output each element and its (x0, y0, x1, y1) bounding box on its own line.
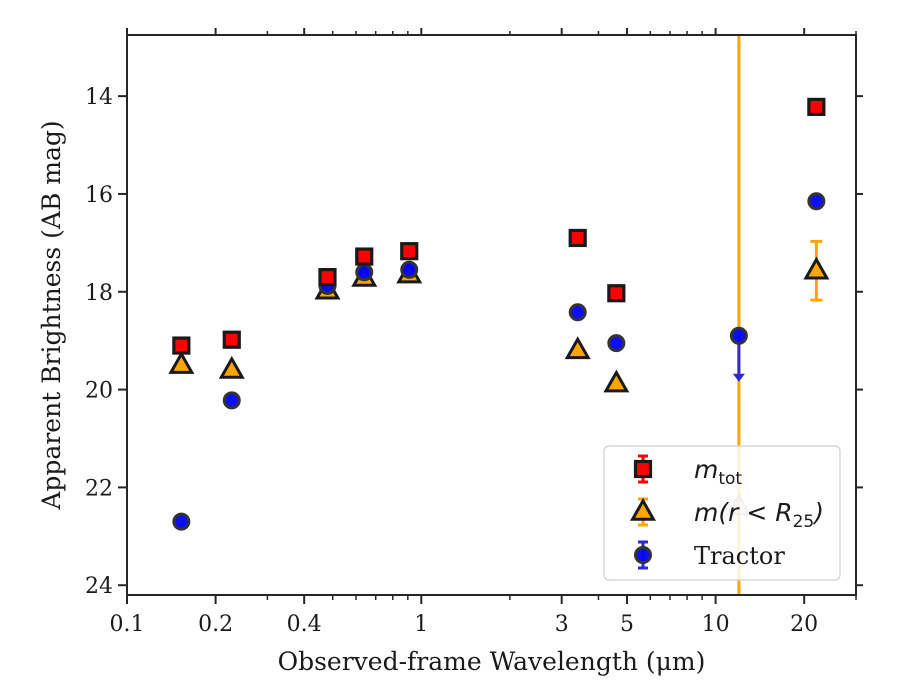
data-point (607, 334, 626, 353)
data-point (222, 391, 241, 410)
marks-layer (168, 35, 830, 595)
data-point (568, 228, 587, 248)
y-tick-label: 22 (85, 476, 113, 501)
x-tick-label: 20 (790, 612, 818, 637)
data-point (568, 303, 587, 322)
axes-layer: 0.1 0.2 0.4 1 3 5 10 20 14 16 18 20 22 24 (85, 28, 863, 637)
x-tick-label: 5 (620, 612, 634, 637)
data-point (355, 247, 374, 266)
data-point (729, 326, 748, 345)
legend-marker (634, 546, 652, 564)
legend: mtot m(r < R25) Tractor (603, 445, 841, 581)
legend-label: Tractor (694, 542, 785, 570)
x-tick-label: 10 (702, 612, 730, 637)
y-tick-label: 18 (85, 281, 113, 306)
data-point (807, 192, 826, 211)
legend-label: mtot (694, 455, 742, 489)
data-point (318, 267, 337, 287)
y-tick-label: 16 (85, 183, 113, 208)
data-point (400, 260, 419, 279)
x-tick-label: 3 (555, 612, 569, 637)
data-point (803, 256, 830, 280)
data-point (400, 242, 419, 261)
x-axis-label: Observed-frame Wavelength (μm) (278, 647, 706, 676)
data-point (168, 350, 195, 374)
series-square (172, 97, 826, 355)
data-point (172, 512, 191, 531)
legend-marker (633, 459, 653, 479)
legend-marker (629, 497, 657, 521)
x-tick-label: 0.2 (198, 612, 233, 637)
upper-limit-arrowhead (732, 373, 745, 382)
data-point (607, 284, 626, 303)
y-tick-label: 14 (85, 85, 113, 110)
data-point (564, 336, 591, 360)
x-tick-label: 1 (414, 612, 428, 637)
data-point (603, 369, 630, 393)
data-point (807, 97, 826, 116)
data-point (355, 263, 374, 282)
legend-label: m(r < R25) (694, 498, 824, 532)
legend-box (603, 445, 841, 581)
data-point (172, 336, 191, 355)
x-tick-label: 0.4 (287, 612, 322, 637)
data-point (222, 330, 241, 349)
y-tick-label: 20 (85, 379, 113, 404)
y-tick-label: 24 (85, 574, 113, 599)
y-axis-label: Apparent Brightness (AB mag) (37, 120, 66, 510)
data-point (218, 355, 245, 379)
plot-frame (126, 34, 857, 596)
x-tick-label: 0.1 (110, 612, 145, 637)
